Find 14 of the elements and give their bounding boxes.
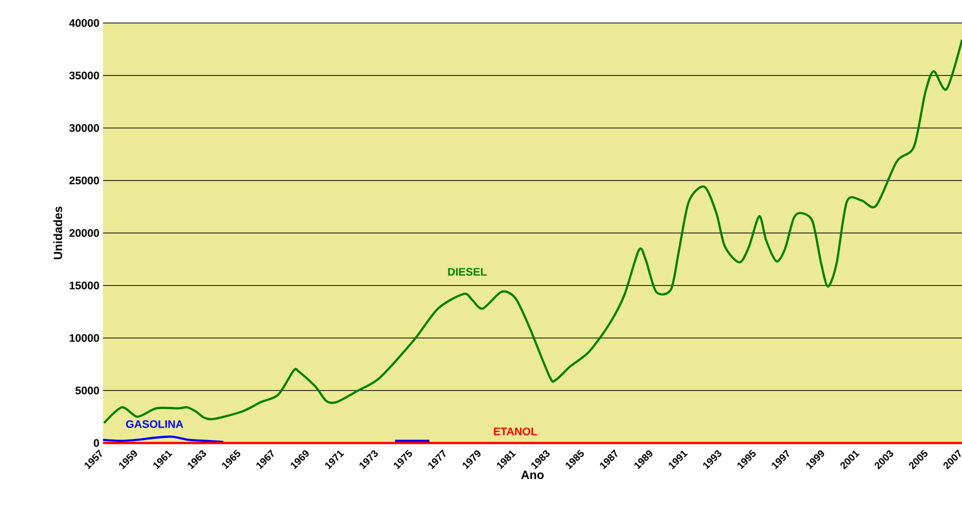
series-label: GASOLINA: [126, 420, 184, 428]
y-tick-label: 20000: [69, 229, 100, 237]
x-axis-title: Ano: [521, 470, 544, 480]
y-tick-label: 10000: [70, 334, 100, 342]
y-tick-label: 15000: [70, 282, 100, 290]
series-label: ETANOL: [494, 428, 538, 436]
y-tick-label: 0: [94, 439, 100, 447]
y-tick-label: 5000: [75, 386, 100, 394]
y-axis-title: Unidades: [53, 206, 62, 260]
y-tick-label: 40000: [69, 19, 100, 27]
y-tick-label: 25000: [69, 176, 100, 184]
y-tick-label: 30000: [69, 124, 100, 132]
y-tick-label: 35000: [69, 72, 100, 80]
series-label: DIESEL: [448, 268, 487, 276]
